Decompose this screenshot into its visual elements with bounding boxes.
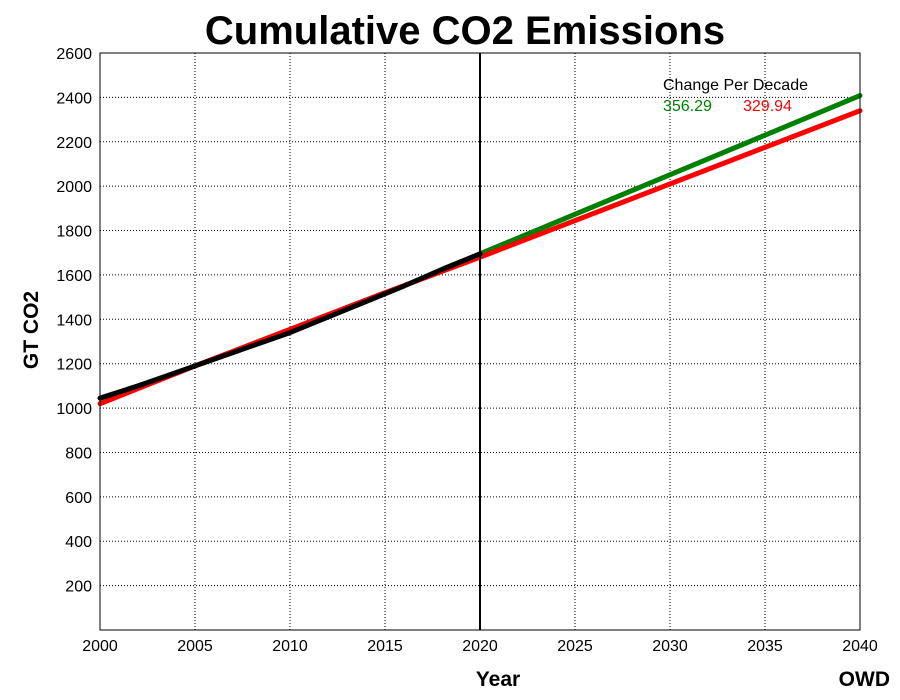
x-axis-label: Year — [476, 668, 520, 691]
series-line-0 — [477, 93, 863, 257]
credit-label: OWD — [839, 668, 890, 691]
y-tick-label: 600 — [65, 490, 92, 507]
annotation-value-green: 356.29 — [663, 98, 712, 115]
series-line-2 — [97, 251, 483, 401]
y-tick-label: 400 — [65, 534, 92, 551]
x-tick-label: 2030 — [652, 638, 688, 655]
y-tick-label: 200 — [65, 579, 92, 596]
x-tick-label: 2000 — [82, 638, 118, 655]
y-tick-label: 2000 — [56, 179, 92, 196]
chart-title: Cumulative CO2 Emissions — [205, 9, 725, 53]
y-tick-label: 1800 — [56, 224, 92, 241]
y-tick-label: 1200 — [56, 357, 92, 374]
x-tick-label: 2040 — [842, 638, 878, 655]
x-tick-label: 2025 — [557, 638, 593, 655]
y-tick-label: 800 — [65, 445, 92, 462]
annotation-value-red: 329.94 — [743, 98, 792, 115]
x-tick-labels: 2000 2005 2010 2015 2020 2025 2030 2035 2040 — [82, 638, 878, 655]
y-tick-labels: 200 400 600 800 1000 1200 1400 1600 1800 2000 2200… — [56, 46, 92, 596]
y-tick-label: 2200 — [56, 135, 92, 152]
x-tick-label: 2035 — [747, 638, 783, 655]
plot-frame — [99, 52, 861, 631]
x-tick-label: 2020 — [462, 638, 498, 655]
x-tick-label: 2005 — [177, 638, 213, 655]
y-tick-label: 1600 — [56, 268, 92, 285]
y-tick-label: 1000 — [56, 401, 92, 418]
y-tick-label: 2600 — [56, 46, 92, 63]
y-tick-label: 2400 — [56, 90, 92, 107]
x-tick-label: 2015 — [367, 638, 403, 655]
x-tick-label: 2010 — [272, 638, 308, 655]
y-axis-label: GT CO2 — [20, 291, 43, 369]
annotation-heading: Change Per Decade — [663, 77, 808, 94]
y-tick-label: 1400 — [56, 312, 92, 329]
